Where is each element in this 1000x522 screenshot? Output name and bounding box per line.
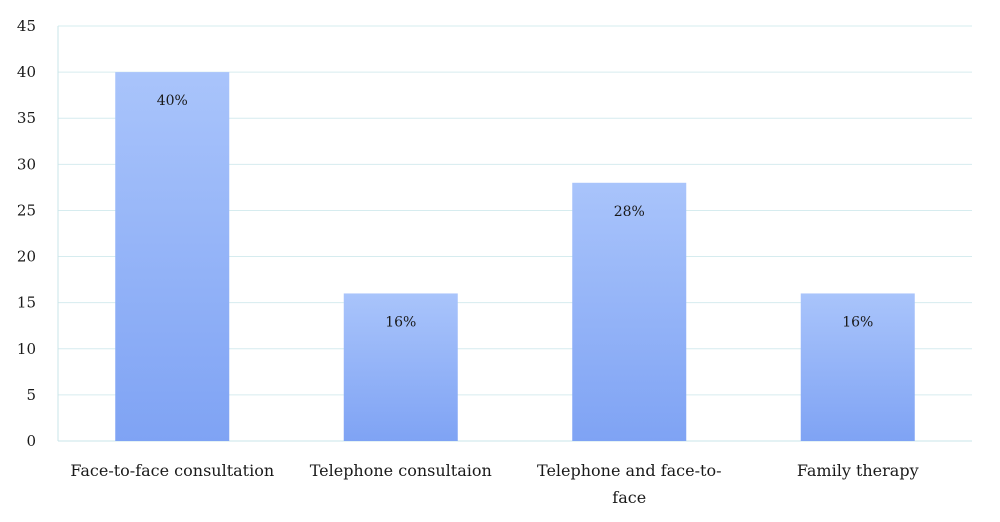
y-tick-label: 20	[17, 248, 36, 266]
y-tick-label: 25	[17, 201, 36, 219]
bar	[115, 72, 230, 441]
x-axis-labels: Face-to-face consultation Telephone consu…	[70, 461, 918, 507]
bar	[343, 293, 458, 441]
y-tick-label: 35	[17, 109, 36, 127]
bars	[115, 72, 915, 441]
x-category-label: Face-to-face consultation	[70, 461, 274, 480]
x-category-label: Telephone consultaion	[310, 461, 492, 480]
y-tick-label: 5	[26, 386, 36, 404]
data-label: 40%	[157, 93, 188, 109]
bar	[572, 182, 687, 441]
y-tick-label: 0	[26, 432, 36, 450]
data-labels: 40% 16% 28% 16%	[157, 93, 874, 330]
x-category-label: Telephone and face-to-face	[537, 461, 721, 507]
data-label: 28%	[614, 204, 645, 220]
y-tick-label: 10	[17, 340, 36, 358]
bar	[800, 293, 915, 441]
y-tick-label: 30	[17, 155, 36, 173]
data-label: 16%	[842, 314, 873, 330]
y-tick-label: 45	[17, 17, 36, 35]
data-label: 16%	[385, 314, 416, 330]
y-tick-label: 40	[17, 63, 36, 81]
x-category-label: Family therapy	[797, 461, 919, 480]
y-axis-ticks: 0 5 10 15 20 25 30 35 40 45	[17, 17, 36, 450]
y-tick-label: 15	[17, 294, 36, 312]
